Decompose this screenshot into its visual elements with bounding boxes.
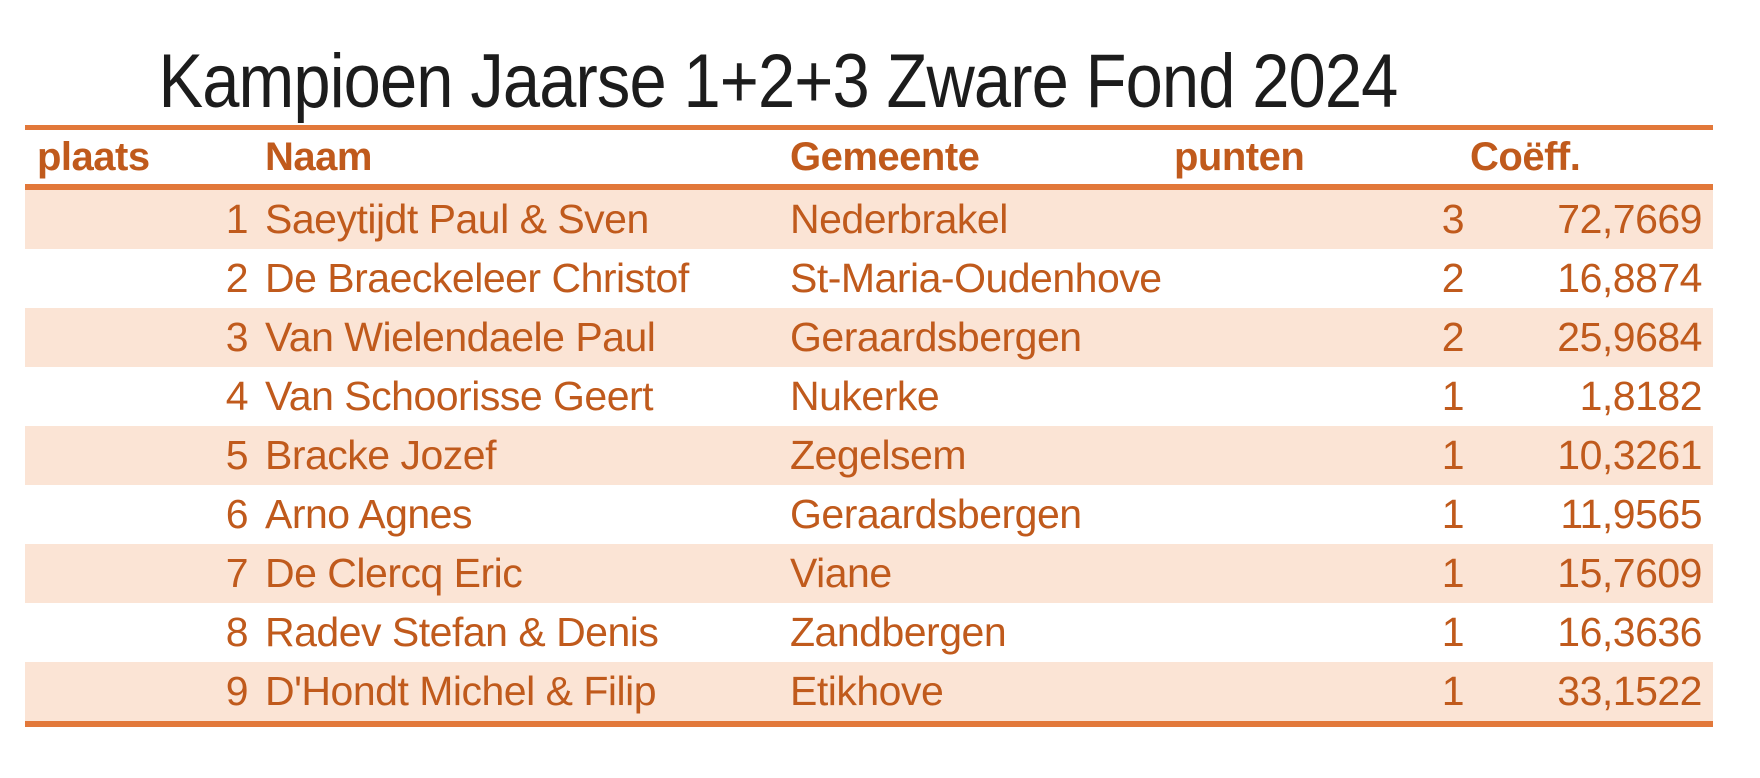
column-header-gemeente: Gemeente — [780, 127, 1150, 190]
cell-punten: 2 — [1441, 255, 1465, 301]
table-row: 5 Bracke Jozef Zegelsem 1 10,3261 — [25, 426, 1713, 485]
cell-gemeente: Nukerke — [790, 373, 940, 419]
cell-coeff: 15,7609 — [1557, 550, 1702, 596]
table-row: 8 Radev Stefan & Denis Zandbergen 1 16,3… — [25, 603, 1713, 662]
cell-coeff: 16,3636 — [1557, 609, 1702, 655]
cell-coeff: 1,8182 — [1579, 373, 1703, 419]
cell-naam: Saeytijdt Paul & Sven — [265, 196, 649, 242]
cell-coeff: 72,7669 — [1557, 196, 1702, 242]
column-header-plaats: plaats — [25, 127, 255, 190]
column-header-punten: punten — [1150, 127, 1470, 190]
cell-naam: Arno Agnes — [265, 491, 473, 537]
cell-plaats: 6 — [225, 491, 249, 537]
table-body: 1 Saeytijdt Paul & Sven Nederbrakel 3 72… — [25, 187, 1713, 724]
cell-gemeente: Geraardsbergen — [790, 491, 1082, 537]
cell-coeff: 25,9684 — [1557, 314, 1702, 360]
page-title: Kampioen Jaarse 1+2+3 Zware Fond 2024 — [158, 39, 1399, 124]
cell-coeff: 16,8874 — [1557, 255, 1702, 301]
cell-gemeente: Zandbergen — [790, 609, 1007, 655]
cell-gemeente: Nederbrakel — [790, 196, 1008, 242]
cell-plaats: 9 — [225, 668, 249, 714]
cell-plaats: 7 — [225, 550, 249, 596]
cell-punten: 3 — [1441, 196, 1465, 242]
cell-naam: D'Hondt Michel & Filip — [265, 668, 657, 714]
column-header-naam: Naam — [255, 127, 780, 190]
cell-gemeente: Etikhove — [790, 668, 944, 714]
table-header: plaats Naam Gemeente punten Coëff. — [25, 127, 1713, 190]
cell-naam: Radev Stefan & Denis — [265, 609, 659, 655]
cell-coeff: 33,1522 — [1557, 668, 1702, 714]
cell-naam: Van Wielendaele Paul — [265, 314, 656, 360]
cell-punten: 1 — [1441, 491, 1465, 537]
cell-plaats: 5 — [225, 432, 249, 478]
cell-coeff: 11,9565 — [1560, 491, 1702, 537]
header-row: plaats Naam Gemeente punten Coëff. — [25, 127, 1713, 190]
cell-gemeente: Viane — [790, 550, 892, 596]
cell-plaats: 1 — [225, 196, 249, 242]
cell-naam: De Clercq Eric — [265, 550, 523, 596]
table-row: 2 De Braeckeleer Christof St-Maria-Ouden… — [25, 249, 1713, 308]
cell-punten: 1 — [1441, 432, 1465, 478]
cell-gemeente: St-Maria-Oudenhove — [790, 255, 1162, 301]
cell-punten: 1 — [1441, 550, 1465, 596]
cell-plaats: 8 — [225, 609, 249, 655]
cell-naam: Van Schoorisse Geert — [265, 373, 654, 419]
cell-punten: 2 — [1441, 314, 1465, 360]
cell-naam: De Braeckeleer Christof — [265, 255, 689, 301]
table-row: 4 Van Schoorisse Geert Nukerke 1 1,8182 — [25, 367, 1713, 426]
table-row: 6 Arno Agnes Geraardsbergen 1 11,9565 — [25, 485, 1713, 544]
cell-gemeente: Geraardsbergen — [790, 314, 1082, 360]
cell-punten: 1 — [1441, 668, 1465, 714]
cell-coeff: 10,3261 — [1557, 432, 1702, 478]
cell-plaats: 2 — [225, 255, 249, 301]
table-row: 1 Saeytijdt Paul & Sven Nederbrakel 3 72… — [25, 187, 1713, 249]
cell-plaats: 3 — [225, 314, 249, 360]
cell-punten: 1 — [1441, 373, 1465, 419]
championship-table: plaats Naam Gemeente punten Coëff. 1 Sae… — [25, 125, 1713, 727]
table-row: 7 De Clercq Eric Viane 1 15,7609 — [25, 544, 1713, 603]
cell-gemeente: Zegelsem — [790, 432, 967, 478]
column-header-coeff: Coëff. — [1470, 127, 1713, 190]
table-row: 9 D'Hondt Michel & Filip Etikhove 1 33,1… — [25, 662, 1713, 724]
table-row: 3 Van Wielendaele Paul Geraardsbergen 2 … — [25, 308, 1713, 367]
cell-naam: Bracke Jozef — [265, 432, 497, 478]
cell-punten: 1 — [1441, 609, 1465, 655]
cell-plaats: 4 — [225, 373, 249, 419]
